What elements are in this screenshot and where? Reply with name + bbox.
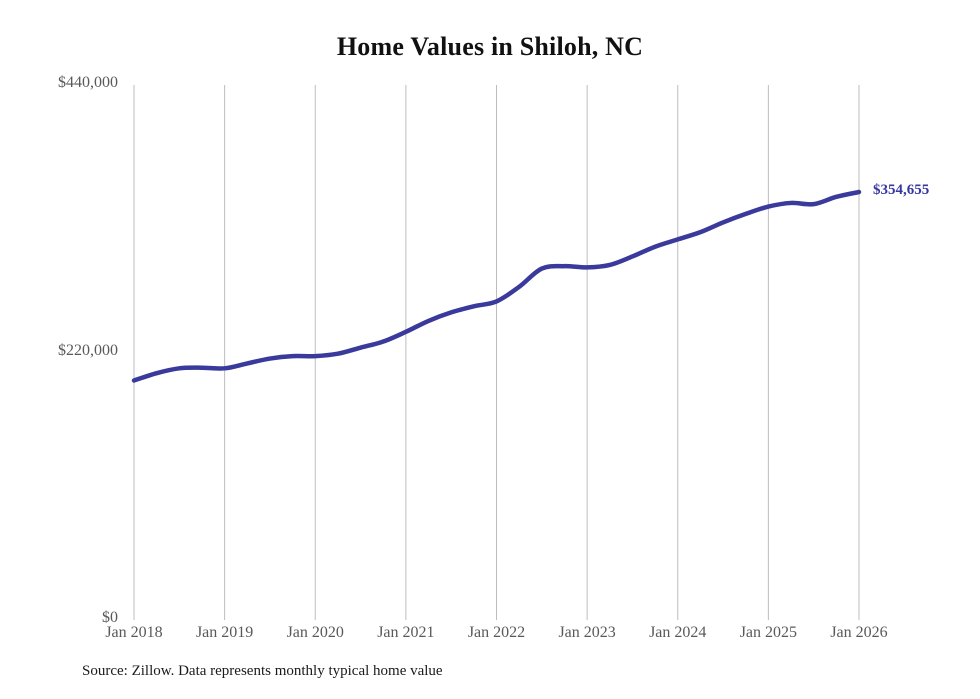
- y-axis-tick-label: $440,000: [58, 74, 118, 91]
- y-axis-tick-label: $220,000: [58, 341, 118, 359]
- x-axis-tick-label: Jan 2018: [105, 624, 163, 641]
- x-axis-tick-label: Jan 2024: [649, 624, 707, 641]
- y-axis-tick-label: $0: [102, 609, 118, 626]
- series-line: [131, 189, 862, 383]
- chart-title: Home Values in Shiloh, NC: [336, 32, 644, 61]
- x-axis-tick-label: Jan 2020: [286, 624, 344, 641]
- x-axis-tick-label: Jan 2022: [467, 624, 526, 641]
- x-axis-tick-label: Jan 2023: [558, 624, 616, 641]
- gridlines: [133, 85, 860, 620]
- source-note: Source: Zillow. Data represents monthly …: [82, 663, 443, 679]
- x-axis-tick-label: Jan 2026: [830, 624, 888, 641]
- x-axis-tick-label: Jan 2019: [195, 624, 254, 641]
- x-axis-tick-label: Jan 2021: [377, 624, 435, 641]
- x-axis-tick-label: Jan 2025: [739, 624, 798, 641]
- latest-value-annotation: $354,655: [873, 182, 930, 198]
